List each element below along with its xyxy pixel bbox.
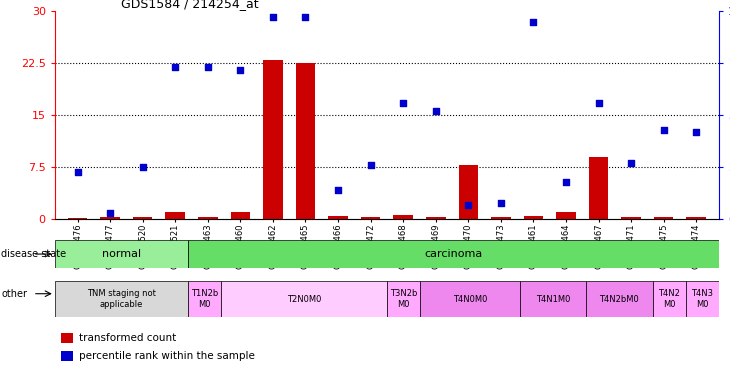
Bar (166, 212, 185, 219)
Point (560, 179, 572, 185)
Bar (100, 217, 120, 219)
Bar (621, 217, 641, 219)
Point (299, 15, 311, 21)
Point (593, 100, 604, 106)
Bar (55, 240, 188, 268)
Bar (426, 217, 445, 219)
Bar (686, 217, 706, 219)
Text: percentile rank within the sample: percentile rank within the sample (79, 351, 255, 361)
Text: normal: normal (101, 249, 141, 259)
Bar (393, 214, 413, 219)
Point (202, 64, 214, 70)
Bar (653, 281, 685, 317)
Bar (263, 60, 283, 219)
Text: transformed count: transformed count (79, 333, 176, 343)
Point (691, 129, 702, 135)
Bar (654, 217, 674, 219)
Bar (491, 217, 511, 219)
Point (72, 168, 83, 174)
Bar (55, 281, 188, 317)
Bar (133, 217, 153, 219)
Point (626, 160, 637, 166)
Text: T4N3
M0: T4N3 M0 (691, 290, 713, 309)
Text: TNM staging not
applicable: TNM staging not applicable (87, 290, 155, 309)
Point (267, 15, 279, 21)
Bar (61, 333, 73, 343)
Text: other: other (1, 289, 28, 299)
Bar (458, 165, 478, 219)
Text: T4N0M0: T4N0M0 (453, 295, 487, 304)
Bar (420, 281, 520, 317)
Bar (589, 157, 608, 219)
Point (332, 187, 344, 193)
Bar (361, 217, 380, 219)
Point (104, 210, 116, 216)
Bar (685, 281, 719, 317)
Bar (556, 212, 576, 219)
Bar (188, 240, 719, 268)
Point (365, 162, 377, 168)
Text: disease state: disease state (1, 249, 66, 259)
Bar (198, 217, 218, 219)
Text: GDS1584 / 214254_at: GDS1584 / 214254_at (121, 0, 259, 10)
Text: T4N1M0: T4N1M0 (536, 295, 570, 304)
Point (137, 164, 148, 170)
Text: carcinoma: carcinoma (424, 249, 483, 259)
Point (234, 66, 246, 72)
Point (397, 100, 409, 106)
Point (658, 127, 669, 133)
Bar (523, 216, 543, 219)
Point (430, 108, 442, 114)
Point (495, 200, 507, 206)
Bar (296, 63, 315, 219)
Bar (231, 212, 250, 219)
Bar (220, 281, 387, 317)
Bar (61, 351, 73, 361)
Point (169, 64, 181, 70)
Bar (188, 281, 220, 317)
Text: T3N2b
M0: T3N2b M0 (390, 290, 417, 309)
Bar (387, 281, 420, 317)
Bar (68, 218, 88, 219)
Bar (520, 281, 586, 317)
Text: T2N0M0: T2N0M0 (287, 295, 321, 304)
Bar (586, 281, 653, 317)
Point (463, 202, 474, 208)
Text: T4N2bM0: T4N2bM0 (599, 295, 639, 304)
Text: T4N2
M0: T4N2 M0 (658, 290, 680, 309)
Point (528, 19, 539, 25)
Bar (328, 216, 347, 219)
Text: T1N2b
M0: T1N2b M0 (191, 290, 218, 309)
